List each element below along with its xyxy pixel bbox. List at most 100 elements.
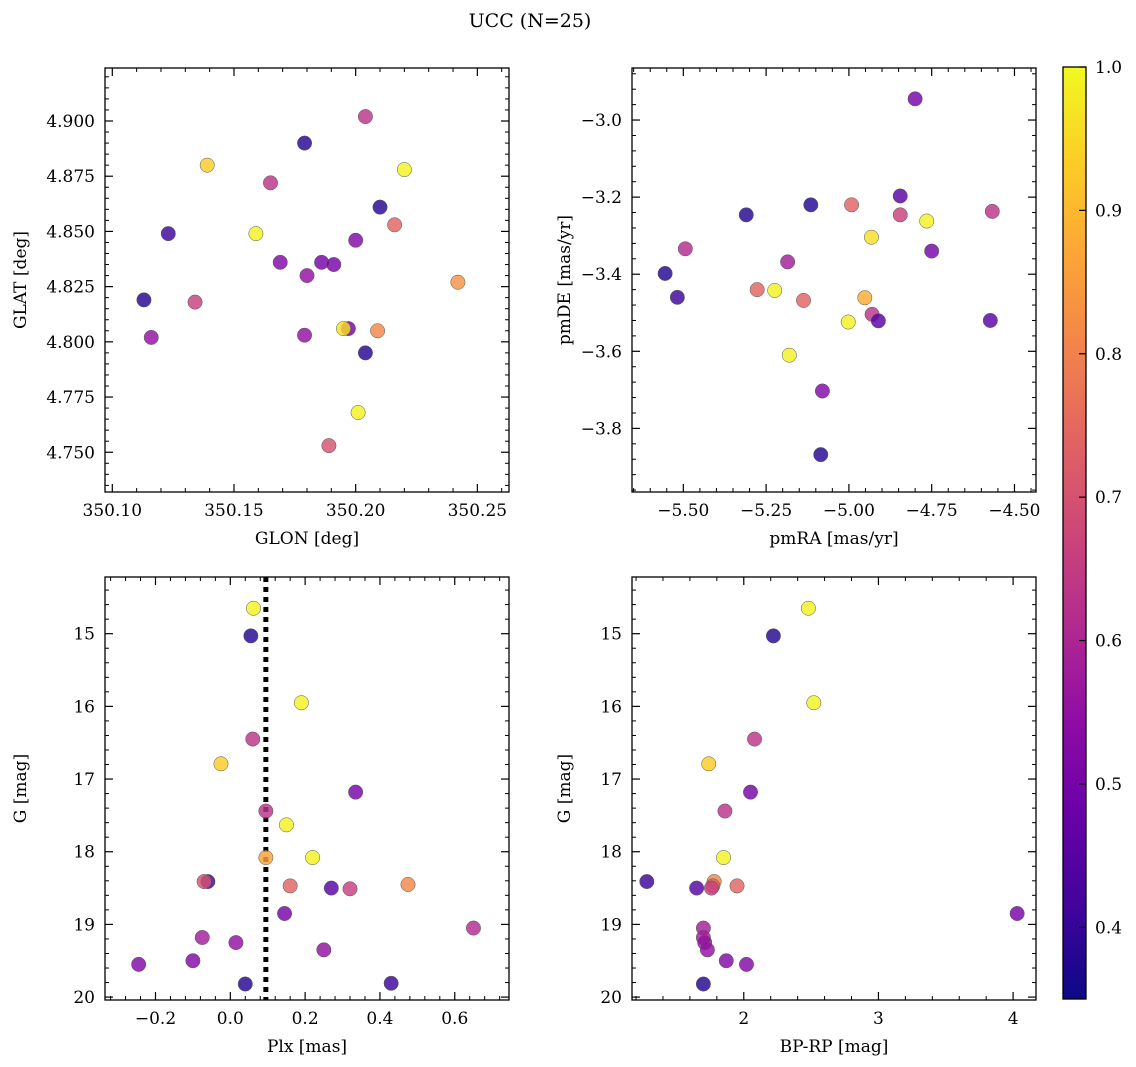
data-point xyxy=(466,920,481,936)
data-point xyxy=(767,282,783,298)
data-point xyxy=(237,976,253,992)
data-point xyxy=(780,254,796,270)
data-point xyxy=(185,953,201,969)
data-point xyxy=(450,274,466,290)
y-axis-label: pmDE [mas/yr] xyxy=(555,215,575,345)
data-point xyxy=(677,241,693,257)
y-axis-label: G [mag] xyxy=(11,754,31,823)
axes-frame xyxy=(631,67,1037,493)
scatter-panel-4: 2 3 4 15 16 17 18 19 20 BP-RP [mag] G [mag] xyxy=(555,576,1037,1057)
data-point xyxy=(350,405,366,420)
data-point xyxy=(806,695,822,711)
data-point xyxy=(729,878,745,894)
y-axis-label: G [mag] xyxy=(555,754,575,823)
data-point xyxy=(716,850,732,865)
y-tick-label: 18 xyxy=(73,843,95,863)
data-point xyxy=(357,109,373,125)
y-tick-label: −3.6 xyxy=(581,342,622,362)
y-tick-label: 17 xyxy=(600,770,622,790)
data-point xyxy=(136,292,152,308)
y-tick-label: 20 xyxy=(73,988,95,1008)
data-point xyxy=(907,91,923,107)
y-tick-label: 16 xyxy=(600,697,622,717)
data-point xyxy=(695,976,711,992)
data-point xyxy=(372,199,388,215)
data-point xyxy=(749,282,765,298)
colorbar-tick-label: 1.0 xyxy=(1095,58,1122,78)
colorbar-tick-label: 0.4 xyxy=(1095,918,1122,938)
figure-title: UCC (N=25) xyxy=(469,10,592,32)
data-point xyxy=(982,313,998,328)
data-point xyxy=(196,874,212,889)
data-point xyxy=(297,327,313,343)
y-tick-label: 19 xyxy=(600,915,622,935)
data-point xyxy=(699,942,715,958)
scatter-panel-3: −0.2 0.0 0.2 0.4 0.6 15 16 17 18 19 20 Plx [mas] G [… xyxy=(11,576,510,1057)
x-tick-label: 350.25 xyxy=(448,501,507,521)
axes-frame xyxy=(104,576,510,1001)
data-point xyxy=(213,756,229,772)
data-point xyxy=(258,850,274,865)
data-point xyxy=(765,628,781,644)
x-axis-label: GLON [deg] xyxy=(255,529,359,549)
x-tick-label: 350.20 xyxy=(326,501,385,521)
colorbar-tick-label: 0.9 xyxy=(1095,201,1122,221)
axes-frame xyxy=(631,576,1037,1001)
data-point xyxy=(326,257,342,272)
data-point xyxy=(738,207,754,223)
data-point xyxy=(800,600,816,616)
data-point xyxy=(689,880,705,896)
data-point xyxy=(199,157,215,173)
colorbar-tick-label: 0.6 xyxy=(1095,632,1122,652)
data-point xyxy=(840,314,856,330)
x-tick-label: 350.15 xyxy=(204,501,263,521)
y-tick-label: 15 xyxy=(73,625,95,645)
x-tick-label: 0.2 xyxy=(292,1009,319,1029)
x-tick-label: −5.25 xyxy=(740,501,792,521)
y-tick-label: 17 xyxy=(73,770,95,790)
scatter-panel-2: −5.50 −5.25 −5.00 −4.75 −4.50 −3.8 −3.6 −3.4 −3.… xyxy=(555,67,1041,549)
data-point xyxy=(400,876,416,892)
data-point xyxy=(321,438,337,454)
data-point xyxy=(248,226,264,242)
y-tick-label: 4.850 xyxy=(46,222,95,242)
data-point xyxy=(924,243,940,259)
y-tick-label: 4.875 xyxy=(46,167,95,187)
y-tick-label: 20 xyxy=(600,988,622,1008)
y-tick-label: 16 xyxy=(73,697,95,717)
data-point xyxy=(299,268,315,284)
y-tick-label: 4.900 xyxy=(46,112,95,132)
x-tick-label: 2 xyxy=(738,1009,749,1029)
data-point xyxy=(348,232,364,248)
data-point xyxy=(813,447,829,463)
data-point xyxy=(863,229,879,245)
data-point xyxy=(272,254,288,270)
colorbar-gradient xyxy=(1062,66,1087,1000)
y-tick-label: 18 xyxy=(600,843,622,863)
data-point xyxy=(316,942,332,958)
data-point xyxy=(718,953,734,969)
data-point xyxy=(297,135,313,151)
data-point xyxy=(278,817,294,833)
x-tick-label: 3 xyxy=(873,1009,884,1029)
data-point xyxy=(194,930,210,945)
data-point xyxy=(228,935,244,951)
data-point xyxy=(245,731,261,747)
x-axis-label: Plx [mas] xyxy=(267,1037,347,1057)
data-point xyxy=(639,874,655,889)
data-point xyxy=(314,254,330,270)
y-tick-label: −3.0 xyxy=(581,111,622,131)
x-tick-label: −0.2 xyxy=(135,1009,176,1029)
y-tick-label: 19 xyxy=(73,915,95,935)
x-tick-label: 350.10 xyxy=(83,501,142,521)
y-tick-label: 4.825 xyxy=(46,278,95,298)
data-point xyxy=(160,226,176,242)
x-tick-label: −4.50 xyxy=(988,501,1040,521)
y-tick-label: 15 xyxy=(600,625,622,645)
data-point xyxy=(704,880,719,896)
data-point xyxy=(323,880,339,896)
x-tick-label: 4 xyxy=(1008,1009,1019,1029)
data-point xyxy=(747,731,762,747)
x-tick-label: −4.75 xyxy=(906,501,958,521)
x-tick-label: 0.4 xyxy=(366,1009,393,1029)
